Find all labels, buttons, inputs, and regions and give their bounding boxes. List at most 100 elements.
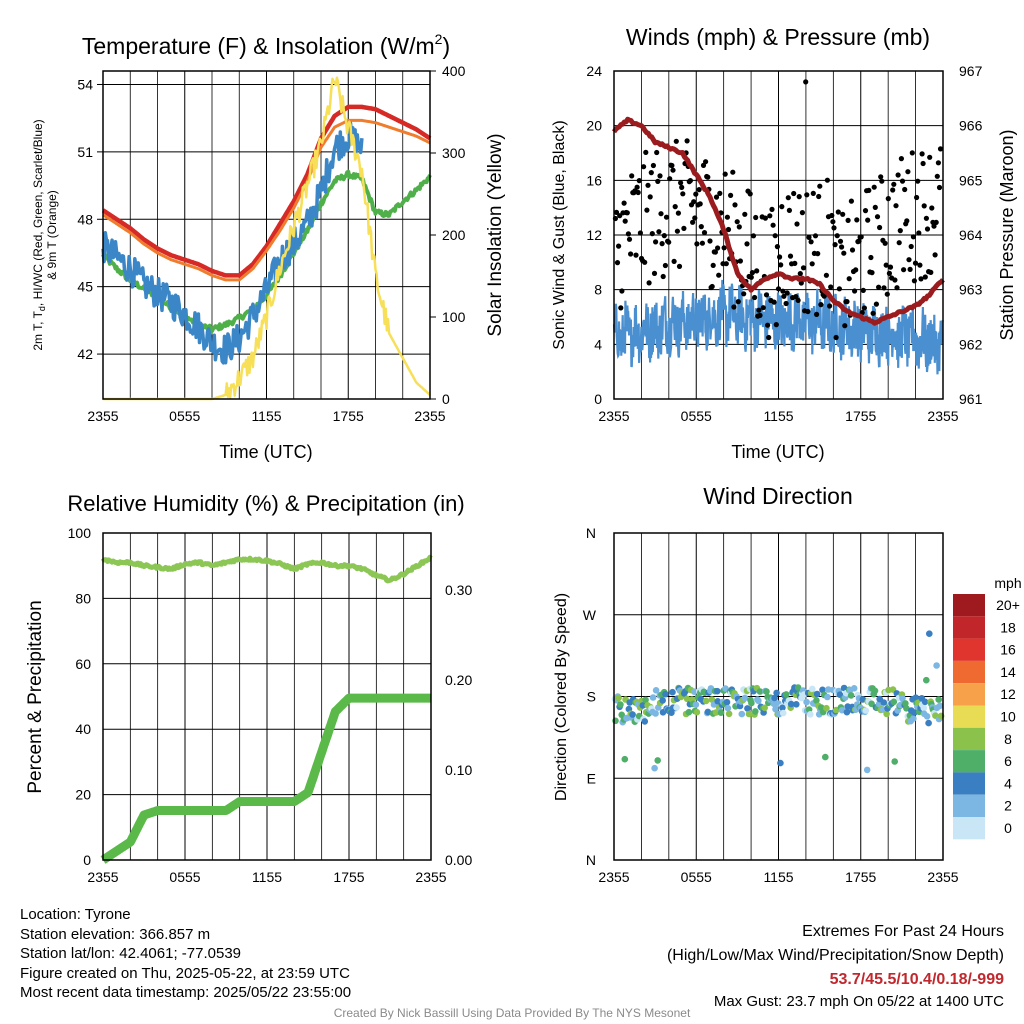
gust-point [874, 214, 881, 220]
gust-point [870, 310, 876, 316]
direction-point [863, 766, 871, 774]
direction-point [936, 702, 944, 710]
direction-point [738, 710, 746, 718]
insolation-ytick-label: 100 [442, 309, 466, 325]
gust-point [650, 162, 657, 169]
winds-xtick-label: 2355 [927, 408, 958, 424]
gust-point [671, 258, 677, 264]
gust-point [642, 259, 648, 265]
temperature-xtick-label: 1755 [333, 408, 364, 424]
gust-point [792, 260, 798, 266]
gust-point [878, 174, 884, 180]
gust-point [697, 201, 703, 207]
gust-point [905, 169, 911, 175]
gust-point [784, 290, 790, 296]
temperature-ylabel: 2m T, Td, HI/WC (Red, Green, Scarlet/Blu… [31, 119, 47, 350]
humidity-ytick-label: 80 [75, 590, 91, 606]
gust-point [834, 233, 840, 239]
gust-point [634, 184, 640, 190]
direction-point [725, 710, 733, 718]
pressure-ytick-label: 963 [959, 282, 983, 298]
gust-point [873, 301, 880, 307]
gust-point [633, 252, 639, 258]
direction-point [654, 757, 661, 764]
gust-point [629, 173, 635, 179]
gust-point [762, 215, 769, 221]
gust-point [636, 178, 642, 184]
figure-created: Figure created on Thu, 2025-05-22, at 23… [20, 964, 350, 982]
temperature-ytick-label: 45 [77, 279, 93, 295]
gust-point [929, 205, 935, 211]
gust-point [613, 209, 620, 215]
direction-plot-frame [613, 532, 944, 861]
legend-swatch [953, 727, 985, 751]
humidity-title: Relative Humidity (%) & Precipitation (i… [67, 491, 464, 516]
direction-point [642, 696, 649, 704]
gust-point [643, 149, 649, 155]
gust-point [649, 231, 655, 237]
gust-point [628, 251, 634, 257]
gust-point [812, 233, 819, 239]
gust-point [777, 254, 783, 260]
winds-ytick-label: 4 [594, 336, 602, 352]
gust-point [672, 204, 678, 210]
gust-point [731, 304, 737, 310]
gust-point [918, 276, 924, 282]
gust-point [817, 183, 823, 189]
gust-point [797, 271, 803, 277]
gust-point [853, 267, 859, 273]
direction-point [693, 708, 701, 716]
direction-point [794, 684, 802, 691]
gust-point [895, 172, 901, 178]
direction-point [819, 686, 826, 694]
gust-point [728, 192, 734, 198]
gust-point [861, 305, 868, 311]
humidity-ytick-label: 60 [75, 656, 91, 672]
humidity-panel: Relative Humidity (%) & Precipitation (i… [25, 491, 472, 885]
legend-label: 12 [1000, 686, 1016, 702]
gust-point [621, 200, 627, 206]
gust-point [680, 191, 686, 197]
gust-point [841, 250, 847, 256]
gust-point [922, 274, 928, 280]
gust-point [699, 240, 706, 246]
gust-point [795, 297, 801, 303]
precip-ytick-label: 0.10 [445, 762, 472, 778]
gust-point [928, 269, 934, 275]
direction-point [912, 694, 920, 701]
gust-point [712, 249, 719, 255]
direction-point [903, 705, 910, 712]
legend-swatch [953, 705, 985, 728]
gust-point [787, 253, 794, 259]
gust-point [757, 312, 763, 318]
direction-point [704, 708, 712, 716]
gust-point [793, 294, 799, 300]
gust-point [618, 305, 624, 311]
gust-point [756, 307, 762, 313]
gust-point [625, 231, 632, 237]
direction-point [779, 704, 786, 712]
direction-point [615, 694, 622, 702]
gust-point [906, 257, 912, 263]
direction-title: Wind Direction [703, 483, 853, 509]
gust-point [893, 203, 899, 209]
gust-point [808, 239, 814, 245]
gust-point [866, 187, 872, 193]
direction-point [807, 711, 814, 718]
direction-point [890, 698, 898, 706]
direction-point [782, 691, 790, 698]
gust-point [662, 262, 669, 269]
direction-point [883, 710, 890, 718]
direction-point [745, 710, 753, 718]
gust-point [753, 214, 759, 221]
gust-point [779, 204, 785, 210]
gust-point [737, 258, 744, 264]
legend-unit: mph [994, 575, 1021, 591]
direction-point [902, 700, 909, 707]
legend-label: 2 [1004, 798, 1012, 814]
gust-point [752, 294, 758, 301]
direction-point [649, 694, 657, 701]
direction-point [652, 710, 659, 717]
gust-point [791, 190, 797, 197]
